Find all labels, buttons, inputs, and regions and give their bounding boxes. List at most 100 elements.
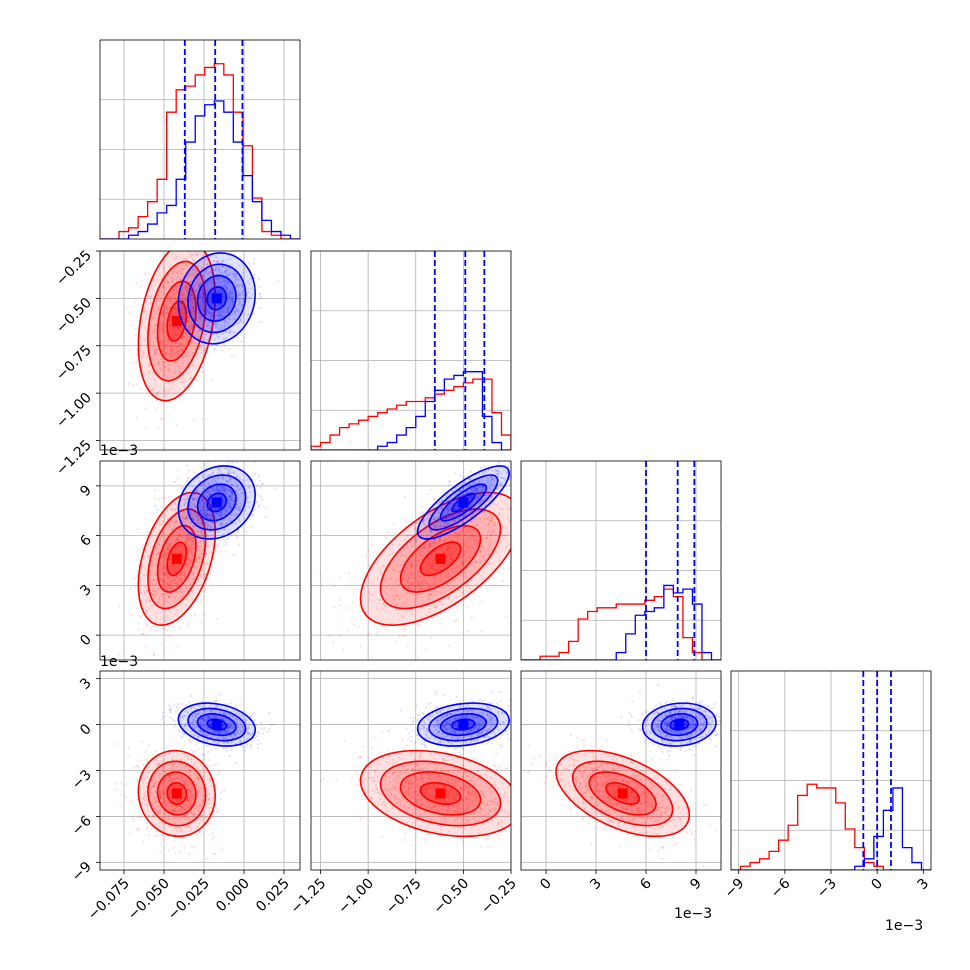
sample-point	[206, 494, 209, 497]
sample-point	[168, 774, 171, 777]
sample-point	[433, 524, 436, 527]
sample-point	[205, 495, 209, 498]
sample-point	[140, 357, 143, 360]
sample-point	[191, 598, 194, 602]
sample-point	[179, 777, 183, 780]
sample-point	[440, 506, 443, 509]
sample-point	[230, 299, 233, 302]
sample-point	[209, 296, 212, 299]
sample-point	[180, 806, 184, 810]
sample-point	[397, 558, 400, 562]
sample-point	[153, 595, 157, 598]
sample-point	[165, 548, 169, 552]
sample-point	[411, 576, 414, 579]
sample-point	[406, 546, 409, 549]
sample-point	[171, 313, 174, 316]
sample-point	[168, 495, 171, 498]
sample-point	[173, 821, 177, 824]
sample-point	[365, 554, 368, 557]
sample-point	[213, 479, 217, 482]
sample-point	[181, 304, 185, 307]
sample-point	[146, 591, 149, 594]
sample-point	[201, 518, 205, 521]
sample-point	[433, 541, 437, 544]
sample-point	[174, 270, 177, 273]
sample-point	[452, 515, 455, 518]
sample-point	[192, 306, 196, 309]
sample-point	[192, 814, 195, 817]
sample-point	[238, 294, 241, 297]
sample-point	[192, 284, 195, 287]
density-peak-red	[171, 316, 182, 327]
sample-point	[464, 533, 467, 536]
sample-point	[480, 554, 483, 557]
sample-point	[167, 814, 171, 818]
sample-point	[475, 524, 479, 527]
sample-point	[223, 489, 227, 492]
sample-point	[502, 526, 505, 529]
sample-point	[478, 495, 481, 498]
sample-point	[162, 818, 165, 821]
sample-point	[143, 309, 146, 312]
sample-point	[472, 538, 476, 542]
sample-point	[175, 351, 178, 354]
sample-point	[165, 587, 169, 591]
sample-point	[159, 851, 162, 854]
sample-point	[193, 470, 197, 474]
sample-point	[434, 526, 437, 529]
sample-point	[202, 775, 205, 778]
sample-point	[208, 287, 211, 290]
sample-point	[176, 326, 179, 329]
sample-point	[224, 493, 227, 496]
sample-point	[143, 272, 147, 275]
sample-point	[481, 478, 484, 482]
sample-point	[161, 519, 164, 523]
sample-point	[135, 416, 138, 419]
sample-point	[221, 504, 225, 507]
sample-point	[130, 324, 133, 327]
sample-point	[235, 502, 239, 506]
sample-point	[413, 539, 416, 542]
sample-point	[151, 559, 154, 563]
sample-point	[161, 796, 165, 799]
sample-point	[206, 520, 209, 523]
sample-point	[506, 454, 508, 456]
sample-point	[216, 511, 219, 515]
sample-point	[201, 253, 204, 256]
sample-point	[179, 524, 182, 528]
sample-point	[231, 493, 234, 497]
sample-point	[184, 783, 187, 787]
sample-point	[233, 274, 237, 277]
sample-point	[201, 292, 204, 295]
sample-point	[242, 271, 245, 275]
panel-frame	[99, 250, 301, 451]
sample-point	[155, 629, 158, 633]
sample-point	[222, 332, 225, 336]
sample-point	[146, 815, 149, 819]
sample-point	[175, 512, 178, 516]
sample-point	[145, 827, 148, 830]
density-peak-blue	[211, 497, 222, 508]
sample-point	[244, 509, 247, 512]
sample-point	[418, 584, 421, 587]
sample-point	[170, 280, 173, 283]
sample-point	[430, 564, 433, 567]
sample-point	[470, 495, 473, 498]
y-tick-label: 0	[77, 632, 95, 650]
sample-point	[467, 506, 471, 509]
sample-point	[131, 816, 134, 820]
sample-point	[223, 296, 227, 299]
sample-point	[191, 540, 195, 543]
sample-point	[140, 571, 143, 574]
sample-point	[333, 606, 336, 609]
sample-point	[488, 540, 491, 543]
sample-point	[173, 594, 176, 598]
sample-point	[217, 477, 220, 480]
sample-point	[175, 271, 178, 274]
sample-point	[209, 551, 212, 554]
sample-point	[212, 289, 215, 292]
sample-point	[431, 521, 434, 524]
sample-point	[159, 367, 162, 370]
sample-point	[462, 542, 466, 545]
sample-point	[162, 782, 166, 785]
